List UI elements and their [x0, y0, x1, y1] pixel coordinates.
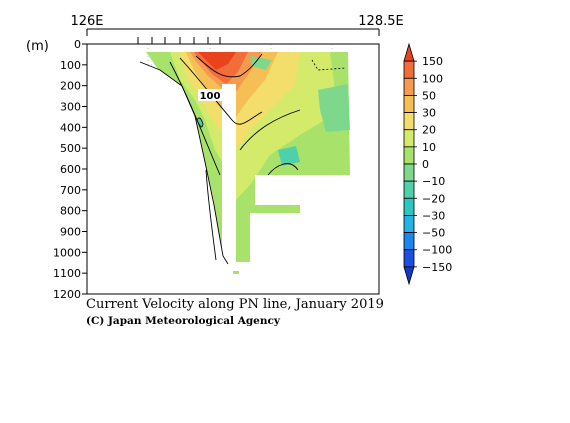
colorbar-label: −150	[422, 261, 452, 274]
y-axis: 0 100 200 300 400 500 600 700 800 900 1000 1100 1200	[53, 38, 87, 301]
y-tick-label: 900	[60, 226, 81, 239]
y-tick-label: 100	[60, 59, 81, 72]
colorbar-label: 20	[422, 124, 436, 137]
contour-line	[239, 109, 301, 151]
field-region	[318, 84, 350, 132]
credit-text: (C) Japan Meteorological Agency	[86, 315, 281, 327]
land-mask	[87, 44, 379, 294]
y-tick-label: 1100	[53, 267, 81, 280]
field-region	[278, 146, 300, 166]
y-tick-label: 300	[60, 101, 81, 114]
chart-title: Current Velocity along PN line, January …	[86, 297, 384, 312]
colorbar-swatch	[403, 232, 415, 251]
field-region	[250, 56, 272, 70]
colorbar-swatch	[403, 146, 415, 165]
colorbar-swatch	[403, 266, 415, 286]
colorbar-label: 150	[422, 55, 443, 68]
colorbar-swatch	[403, 77, 415, 96]
colorbar-swatch	[403, 180, 415, 199]
colorbar-swatch	[403, 95, 415, 113]
colorbar-label: 0	[422, 158, 429, 171]
colorbar-swatch	[403, 60, 415, 79]
colorbar-swatch	[403, 112, 415, 131]
x-axis	[137, 37, 221, 44]
colorbar-swatch	[403, 163, 415, 182]
contour-label: 100	[200, 91, 221, 102]
colorbar-swatch	[403, 215, 415, 233]
colorbar-label: 100	[422, 72, 443, 85]
contour-line	[179, 57, 263, 125]
colorbar-label: 10	[422, 141, 436, 154]
contour-line	[196, 117, 204, 128]
contour-lines	[139, 53, 347, 265]
field-region	[198, 52, 236, 70]
colorbar-label: 30	[422, 107, 436, 120]
colorbar-swatch	[403, 129, 415, 148]
y-tick-label: 1000	[53, 246, 81, 259]
velocity-field	[87, 44, 379, 294]
data-gap	[255, 175, 300, 205]
contour-line	[195, 53, 263, 78]
colorbar-swatch	[403, 42, 415, 62]
y-tick-label: 400	[60, 121, 81, 134]
x-tick-label-west: 126E	[70, 14, 103, 29]
colorbar-label: −100	[422, 244, 452, 257]
colorbar-label: −10	[422, 175, 445, 188]
y-tick-label: 600	[60, 163, 81, 176]
colorbar-label: −30	[422, 209, 445, 222]
colorbar-swatch	[403, 197, 415, 216]
field-region	[233, 271, 239, 274]
contour-line	[267, 163, 299, 176]
colorbar-label: 50	[422, 89, 436, 102]
y-tick-label: 800	[60, 205, 81, 218]
contour-line	[139, 61, 229, 265]
colorbar-label: −20	[422, 192, 445, 205]
colorbar-swatch	[403, 249, 415, 268]
x-tick-label-east: 128.5E	[358, 14, 403, 29]
colorbar-label: −50	[422, 227, 445, 240]
y-unit-label: (m)	[26, 39, 49, 54]
y-tick-label: 1200	[53, 288, 81, 301]
y-tick-label: 0	[74, 38, 81, 51]
y-tick-label: 200	[60, 80, 81, 93]
contour-line	[205, 169, 217, 261]
data-gap	[222, 84, 236, 264]
y-tick-label: 700	[60, 184, 81, 197]
y-tick-label: 500	[60, 142, 81, 155]
contour-label-box	[198, 89, 222, 101]
